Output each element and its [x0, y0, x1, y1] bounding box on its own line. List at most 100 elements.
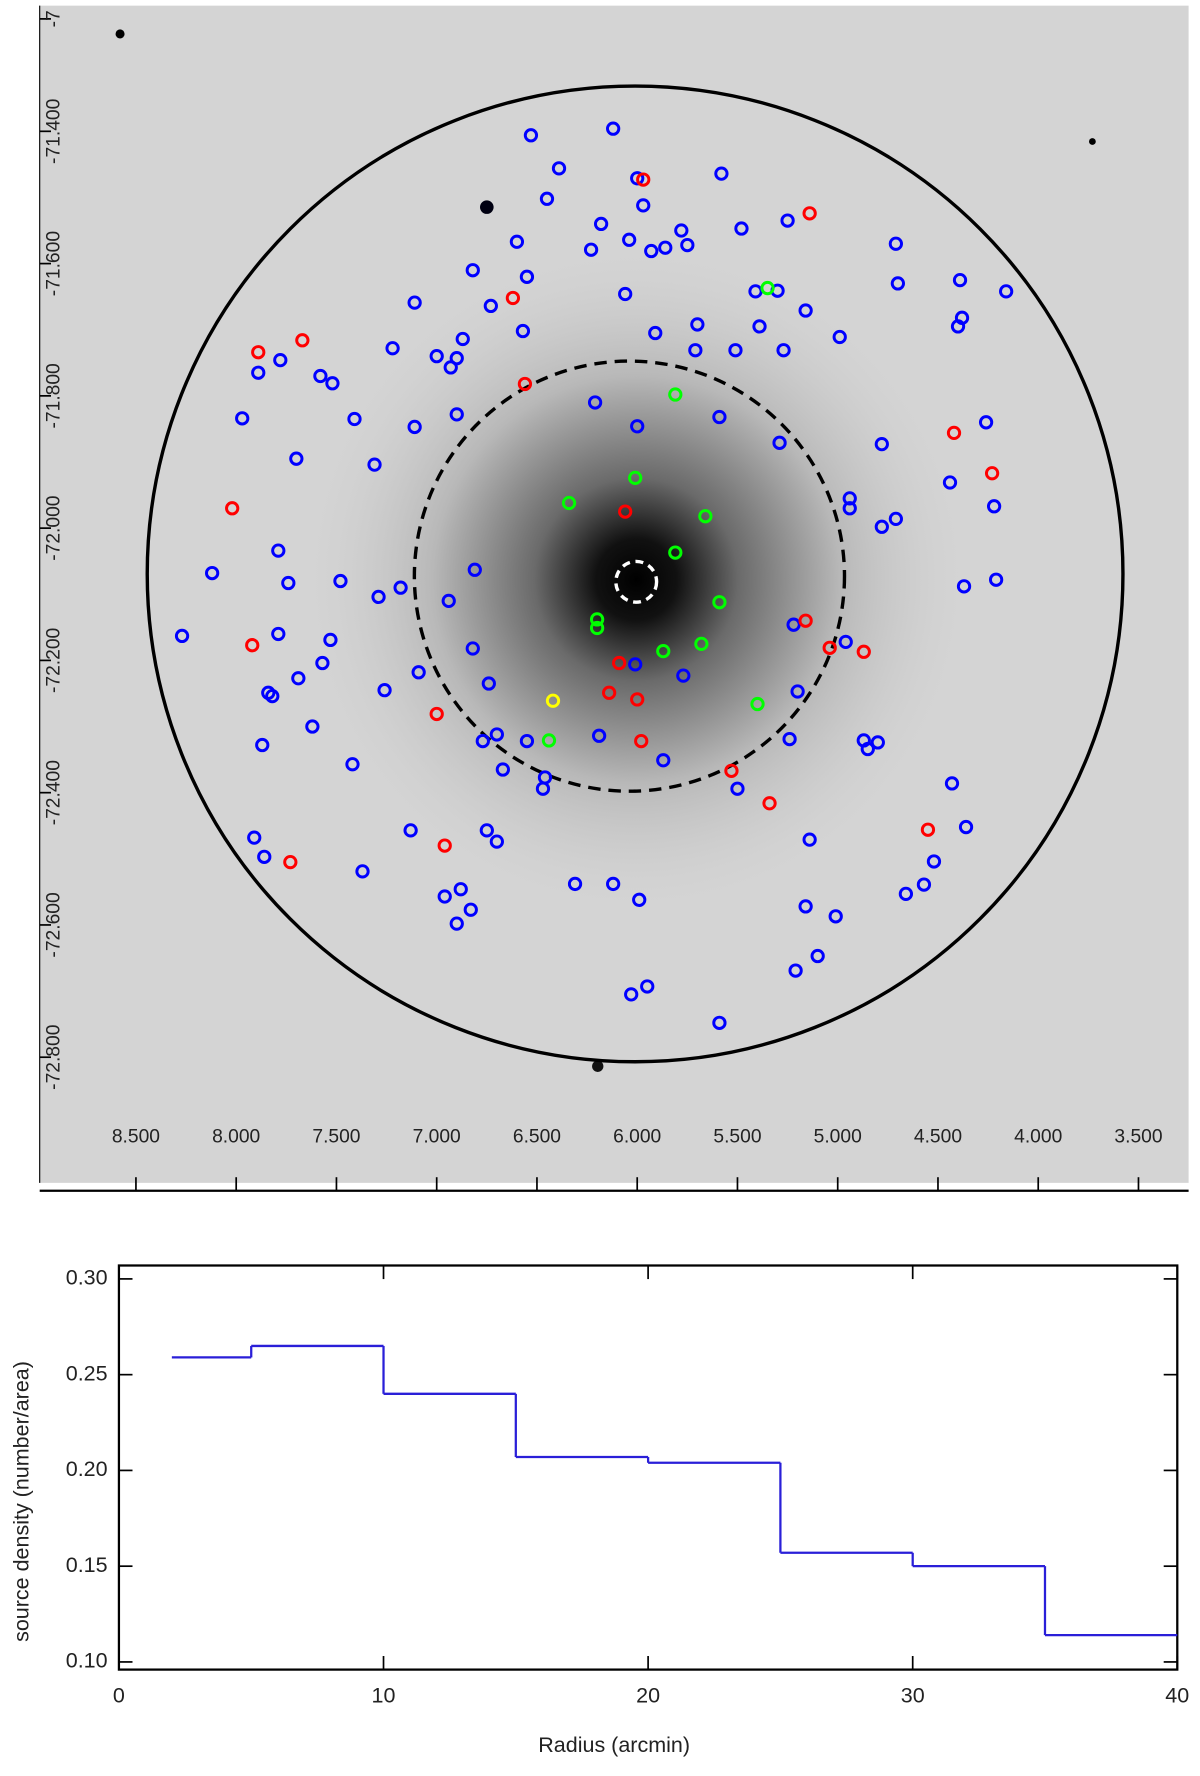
source-marker: [668, 545, 683, 560]
source-marker: [946, 425, 962, 441]
y-tick-label: -71.600: [43, 231, 64, 296]
source-marker: [174, 628, 190, 644]
source-marker: [628, 657, 643, 672]
source-marker: [333, 573, 348, 589]
source-marker: [441, 593, 456, 609]
source-marker: [443, 360, 458, 375]
source-marker: [265, 688, 280, 704]
y-tick-label: 0.20: [66, 1457, 108, 1481]
source-marker: [828, 909, 843, 924]
source-marker: [786, 617, 801, 632]
inner-circle: [412, 359, 847, 793]
source-marker: [798, 613, 813, 628]
source-marker: [656, 644, 671, 659]
source-marker: [235, 411, 250, 426]
source-marker: [648, 325, 663, 341]
source-marker: [281, 575, 296, 591]
source-marker: [634, 733, 649, 749]
source-marker: [489, 834, 504, 849]
source-marker: [888, 511, 903, 527]
source-marker: [475, 733, 490, 749]
source-marker: [734, 221, 749, 236]
source-marker: [429, 706, 444, 722]
x-tick-label: 10: [372, 1683, 396, 1707]
core-circle: [614, 559, 659, 604]
y-tick-label: -72.200: [43, 628, 64, 693]
source-marker: [411, 665, 426, 680]
star: [480, 200, 494, 214]
source-marker: [782, 731, 797, 747]
source-marker: [519, 733, 535, 749]
source-marker: [838, 634, 853, 650]
source-marker: [724, 763, 739, 778]
source-marker: [636, 198, 651, 213]
source-marker: [694, 636, 709, 651]
source-marker: [632, 892, 647, 907]
source-marker: [668, 387, 683, 402]
source-marker: [589, 612, 605, 627]
source-marker: [535, 781, 551, 796]
source-marker: [958, 819, 974, 835]
source-marker: [874, 519, 889, 534]
source-marker: [495, 762, 510, 777]
source-marker: [283, 854, 298, 870]
star: [1088, 138, 1096, 145]
source-marker: [712, 1015, 727, 1030]
source-marker: [489, 727, 504, 742]
y-tick-label: -71.800: [43, 363, 64, 428]
source-marker: [407, 419, 422, 435]
source-marker: [247, 830, 262, 845]
source-marker: [377, 683, 392, 698]
source-marker: [591, 728, 607, 743]
source-marker: [273, 353, 288, 368]
source-marker: [798, 303, 813, 318]
source-marker: [245, 638, 260, 653]
source-marker: [251, 365, 266, 380]
source-marker: [465, 641, 480, 656]
source-marker: [251, 345, 266, 360]
plot-frame: [117, 1264, 1179, 1671]
source-marker: [551, 161, 567, 176]
source-marker: [519, 269, 535, 284]
source-marker: [271, 543, 286, 558]
source-marker: [810, 948, 825, 964]
source-marker: [225, 501, 240, 516]
source-marker: [313, 368, 328, 384]
source-marker: [798, 899, 813, 914]
source-marker: [986, 499, 1002, 514]
star: [115, 29, 125, 39]
source-marker: [618, 286, 633, 302]
x-tick-label: 7.500: [312, 1127, 360, 1148]
source-marker: [602, 685, 617, 700]
source-marker: [347, 411, 362, 427]
source-marker: [204, 565, 220, 581]
source-marker: [305, 719, 320, 734]
source-marker: [730, 781, 745, 796]
source-marker: [988, 572, 1004, 587]
source-marker: [676, 668, 691, 683]
source-marker: [481, 676, 496, 691]
source-marker: [690, 317, 705, 332]
cluster-core: [39, 5, 1189, 1183]
source-marker: [860, 741, 875, 757]
source-marker: [950, 319, 966, 334]
x-tick-label: 30: [901, 1683, 925, 1707]
y-tick-label: -72.000: [43, 496, 64, 561]
source-marker: [593, 216, 609, 232]
source-marker: [483, 298, 498, 314]
source-marker: [587, 395, 603, 410]
source-marker: [271, 626, 286, 642]
source-marker: [656, 753, 671, 768]
source-marker: [728, 343, 743, 358]
x-tick-label: 0: [113, 1683, 125, 1707]
source-marker: [479, 823, 494, 838]
source-marker: [622, 232, 637, 247]
x-tick-label: 6.000: [613, 1127, 661, 1148]
source-marker: [606, 121, 621, 136]
source-marker: [888, 236, 903, 251]
source-marker: [463, 902, 478, 917]
source-marker: [437, 838, 452, 853]
y-tick-label: -72.600: [43, 892, 64, 957]
source-marker: [762, 796, 777, 811]
